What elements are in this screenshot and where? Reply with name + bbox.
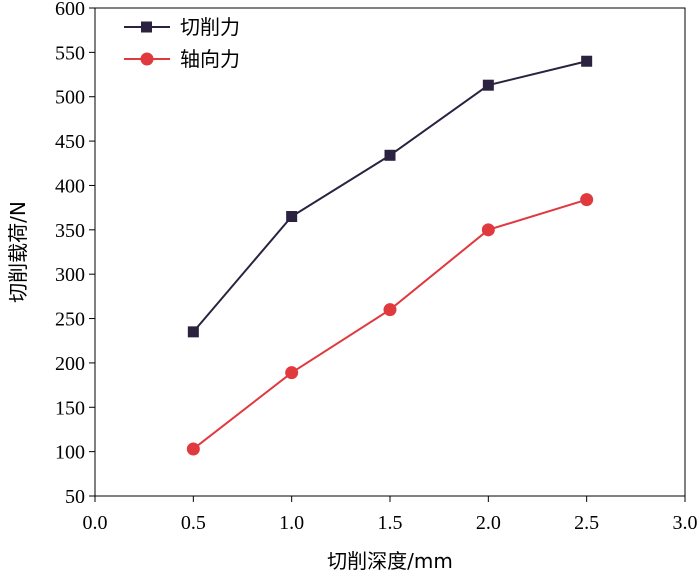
- legend: 切削力 轴向力: [124, 15, 240, 71]
- data-point-circle: [186, 442, 200, 456]
- data-point-square: [482, 79, 494, 91]
- y-tick-label: 450: [55, 131, 85, 153]
- data-point-circle: [383, 303, 397, 317]
- series-layer: [186, 55, 594, 456]
- data-point-square: [384, 149, 396, 161]
- series-cutting-force: [187, 55, 593, 338]
- y-tick-label: 350: [55, 220, 85, 242]
- y-tick-label: 250: [55, 309, 85, 331]
- y-tick-label: 100: [55, 442, 85, 464]
- data-point-square: [581, 55, 593, 67]
- series-axial-force: [186, 193, 594, 456]
- x-tick-label: 1.0: [279, 512, 304, 534]
- x-axis-title: 切削深度/mm: [327, 549, 453, 573]
- x-tick-label: 0.0: [83, 512, 108, 534]
- series-line: [192, 60, 587, 333]
- x-tick-label: 2.0: [476, 512, 501, 534]
- y-tick-label: 400: [55, 175, 85, 197]
- data-point-circle: [481, 223, 495, 237]
- legend-label-cutting-force: 切削力: [180, 15, 240, 39]
- x-axis-ticks: 0.0 0.5 1.0 1.5 2.0 2.5 3.0: [83, 496, 698, 534]
- y-tick-label: 200: [55, 353, 85, 375]
- y-tick-label: 550: [55, 42, 85, 64]
- x-tick-label: 2.5: [574, 512, 599, 534]
- y-tick-label: 50: [65, 486, 85, 508]
- x-tick-label: 3.0: [673, 512, 698, 534]
- legend-marker-circle: [140, 52, 154, 66]
- y-axis-title: 切削载荷/N: [6, 201, 30, 303]
- y-axis-ticks: 50 100 150 200 250 300 350 400 450 500 550 600: [55, 0, 95, 508]
- data-point-square: [286, 211, 298, 223]
- y-tick-label: 300: [55, 264, 85, 286]
- y-tick-label: 500: [55, 87, 85, 109]
- series-line: [192, 198, 587, 450]
- legend-marker-square: [141, 21, 152, 33]
- plot-frame: [94, 7, 686, 497]
- y-tick-label: 600: [55, 0, 85, 20]
- x-tick-label: 0.5: [181, 512, 206, 534]
- data-point-circle: [285, 366, 299, 380]
- data-point-circle: [580, 193, 594, 207]
- x-tick-label: 1.5: [378, 512, 403, 534]
- data-point-square: [187, 326, 199, 338]
- legend-label-axial-force: 轴向力: [180, 47, 240, 71]
- y-tick-label: 150: [55, 397, 85, 419]
